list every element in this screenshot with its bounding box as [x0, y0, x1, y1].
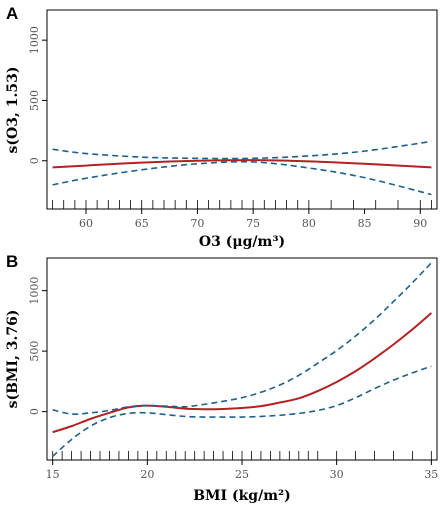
- panel-b-y-tick-label: 1000: [28, 277, 41, 305]
- panel-b-x-ticks: 15 20 25 30 35: [46, 460, 438, 481]
- panel-a-ci-upper-line: [52, 140, 432, 160]
- panel-a-y-tick-label: 1000: [28, 26, 41, 54]
- panel-b-ci-upper-line: [52, 262, 432, 415]
- panel-b-x-tick-label: 30: [330, 468, 344, 481]
- panel-b-lines: [52, 262, 432, 457]
- panel-b-x-tick-label: 25: [235, 468, 249, 481]
- panel-b-rug: [52, 451, 432, 460]
- panel-a-y-tick-label: 0: [28, 157, 41, 164]
- panel-a-ci-lower-line: [52, 160, 432, 196]
- panel-a-y-tick-label: 500: [28, 90, 41, 111]
- panel-b-y-tick-label: 0: [28, 408, 41, 415]
- panel-b-plot-frame: [46, 257, 438, 461]
- panel-b-ci-lower-line: [52, 365, 432, 457]
- panel-b-fit-line: [52, 312, 432, 434]
- panel-a-letter: A: [6, 4, 18, 23]
- panel-b-y-ticks: 0 500 1000: [28, 277, 47, 415]
- panel-a-x-tick-label: 85: [358, 217, 372, 230]
- panel-a-x-tick-label: 80: [302, 217, 316, 230]
- panel-a-x-tick-label: 75: [246, 217, 260, 230]
- panel-a-y-axis-label: s(O3, 1.53): [5, 67, 21, 154]
- panel-b-y-axis-label: s(BMI, 3.76): [5, 310, 21, 409]
- panel-a-fit-line: [52, 159, 432, 169]
- panel-b-x-tick-label: 20: [140, 468, 154, 481]
- panel-b: B 15 20 25 30 35 0 500 1000 BMI (kg/m²) s(BMI,…: [5, 252, 438, 504]
- panel-b-y-tick-label: 500: [28, 341, 41, 362]
- panel-a-x-tick-label: 90: [413, 217, 427, 230]
- panel-a-x-axis-label: O3 (μg/m³): [199, 234, 285, 250]
- panel-a-x-tick-label: 65: [135, 217, 149, 230]
- panel-a-x-tick-label: 70: [190, 217, 204, 230]
- panel-b-letter: B: [6, 252, 18, 271]
- panel-a: A 60 65 70 75 80 85 90 0 500 1000 O3 (μg/m³) s(O…: [5, 4, 438, 250]
- panel-b-x-tick-label: 35: [424, 468, 438, 481]
- panel-a-lines: [52, 140, 432, 196]
- panel-a-rug: [52, 200, 432, 209]
- panel-a-y-ticks: 0 500 1000: [28, 26, 47, 164]
- panel-b-x-axis-label: BMI (kg/m²): [193, 488, 291, 504]
- panel-b-x-tick-label: 15: [46, 468, 60, 481]
- panel-a-x-ticks: 60 65 70 75 80 85 90: [79, 209, 427, 230]
- panel-a-plot-frame: [46, 9, 438, 210]
- panel-a-x-tick-label: 60: [79, 217, 93, 230]
